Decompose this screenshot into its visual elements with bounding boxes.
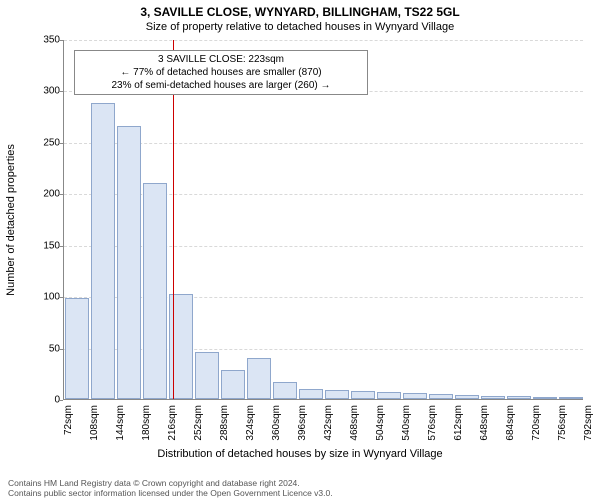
y-tick-label: 300 xyxy=(35,86,60,97)
plot-area: 3 SAVILLE CLOSE: 223sqm ← 77% of detache… xyxy=(63,40,583,400)
y-tick-label: 200 xyxy=(35,189,60,200)
annot-right: 23% of semi-detached houses are larger (… xyxy=(81,79,361,92)
x-tick-label: 252sqm xyxy=(193,405,204,445)
histogram-bar xyxy=(247,358,271,399)
x-axis-label: Distribution of detached houses by size … xyxy=(0,448,600,460)
y-axis-label: Number of detached properties xyxy=(5,144,17,296)
y-tick-label: 0 xyxy=(35,395,60,406)
x-tick-label: 108sqm xyxy=(89,405,100,445)
marker-annotation: 3 SAVILLE CLOSE: 223sqm ← 77% of detache… xyxy=(74,50,368,95)
y-tick-label: 250 xyxy=(35,137,60,148)
y-tick-label: 350 xyxy=(35,35,60,46)
histogram-bar xyxy=(403,393,427,399)
histogram-bar xyxy=(65,298,89,399)
histogram-bar xyxy=(299,389,323,399)
x-tick-label: 396sqm xyxy=(297,405,308,445)
annot-left: ← 77% of detached houses are smaller (87… xyxy=(81,66,361,79)
x-tick-label: 324sqm xyxy=(245,405,256,445)
footer: Contains HM Land Registry data © Crown c… xyxy=(8,478,592,498)
histogram-bar xyxy=(559,397,583,399)
histogram-bar xyxy=(195,352,219,399)
x-tick-label: 432sqm xyxy=(323,405,334,445)
x-tick-label: 756sqm xyxy=(557,405,568,445)
x-tick-label: 540sqm xyxy=(401,405,412,445)
x-tick-label: 612sqm xyxy=(453,405,464,445)
footer-line1: Contains HM Land Registry data © Crown c… xyxy=(8,478,592,488)
histogram-bar xyxy=(481,396,505,399)
x-tick-label: 180sqm xyxy=(141,405,152,445)
x-tick-label: 792sqm xyxy=(583,405,594,445)
histogram-bar xyxy=(429,394,453,399)
chart-subtitle: Size of property relative to detached ho… xyxy=(0,21,600,33)
histogram-bar xyxy=(91,103,115,399)
histogram-bar xyxy=(325,390,349,399)
histogram-bar xyxy=(221,370,245,399)
x-tick-label: 504sqm xyxy=(375,405,386,445)
x-tick-label: 216sqm xyxy=(167,405,178,445)
footer-line2: Contains public sector information licen… xyxy=(8,488,592,498)
x-tick-label: 648sqm xyxy=(479,405,490,445)
x-tick-label: 684sqm xyxy=(505,405,516,445)
histogram-bar xyxy=(117,126,141,399)
x-tick-label: 288sqm xyxy=(219,405,230,445)
histogram-bar xyxy=(143,183,167,399)
x-tick-label: 72sqm xyxy=(63,405,74,445)
histogram-bar xyxy=(455,395,479,399)
annot-title: 3 SAVILLE CLOSE: 223sqm xyxy=(81,53,361,66)
y-tick-label: 100 xyxy=(35,292,60,303)
histogram-bar xyxy=(351,391,375,399)
y-tick-label: 150 xyxy=(35,240,60,251)
x-tick-label: 144sqm xyxy=(115,405,126,445)
y-tick-label: 50 xyxy=(35,343,60,354)
x-tick-label: 360sqm xyxy=(271,405,282,445)
histogram-bar xyxy=(273,382,297,399)
chart-title: 3, SAVILLE CLOSE, WYNYARD, BILLINGHAM, T… xyxy=(0,5,600,19)
x-tick-label: 576sqm xyxy=(427,405,438,445)
histogram-bar xyxy=(533,397,557,399)
x-tick-label: 468sqm xyxy=(349,405,360,445)
histogram-bar xyxy=(377,392,401,399)
histogram-bar xyxy=(507,396,531,399)
x-tick-label: 720sqm xyxy=(531,405,542,445)
